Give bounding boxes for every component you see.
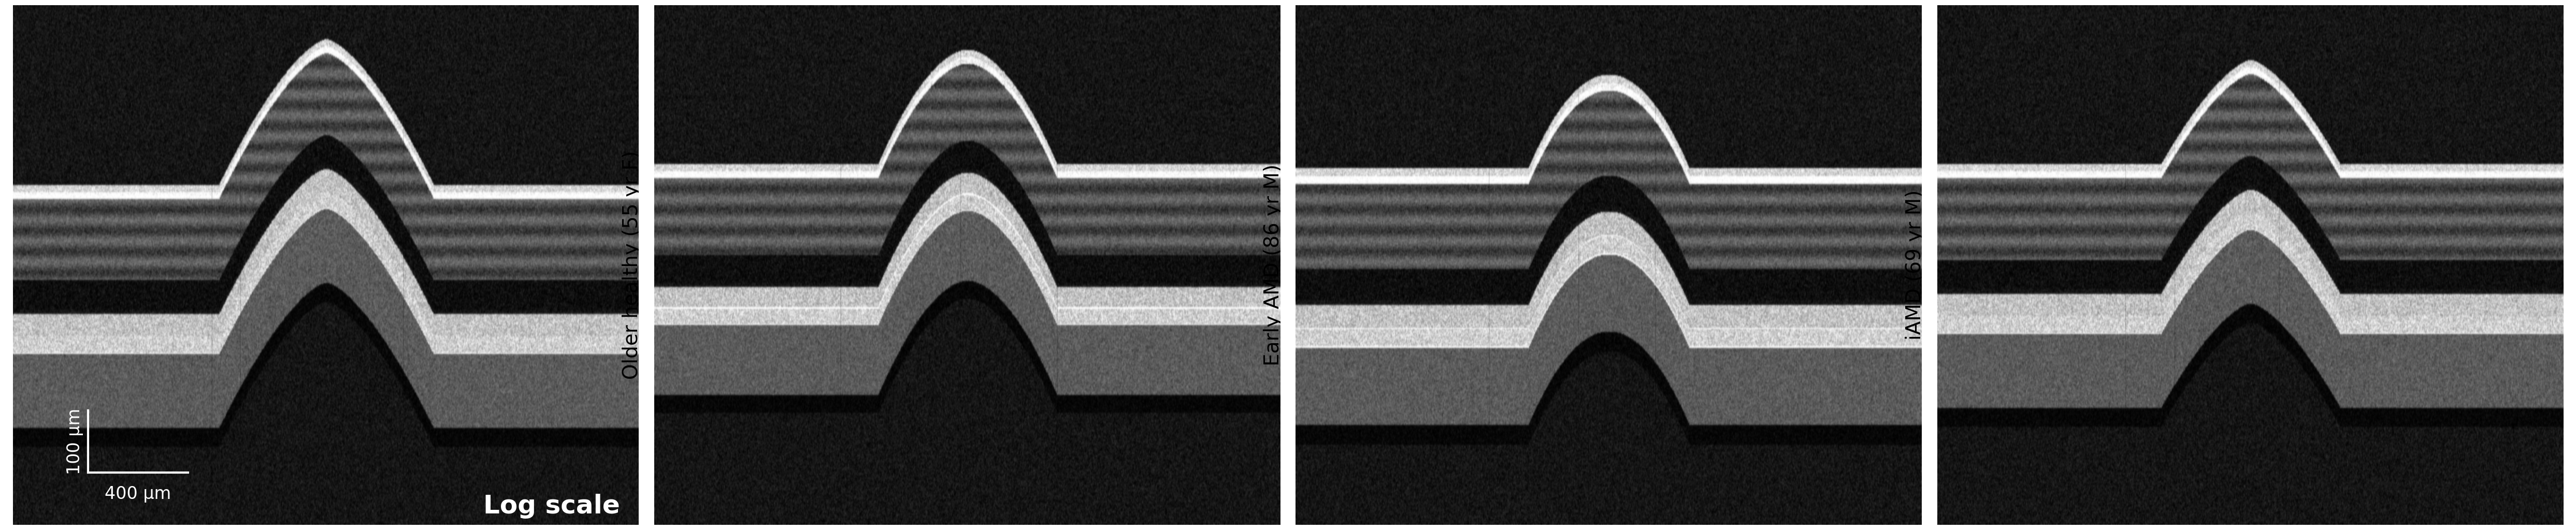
Text: iAMD (69 yr M): iAMD (69 yr M) <box>1904 190 1924 340</box>
Text: Log scale: Log scale <box>484 493 621 518</box>
Text: Early AMD (86 yr M): Early AMD (86 yr M) <box>1262 164 1283 366</box>
Text: 100 μm: 100 μm <box>67 409 82 475</box>
Text: Older healthy (55 yr F): Older healthy (55 yr F) <box>621 151 641 379</box>
Text: 400 μm: 400 μm <box>106 486 170 503</box>
